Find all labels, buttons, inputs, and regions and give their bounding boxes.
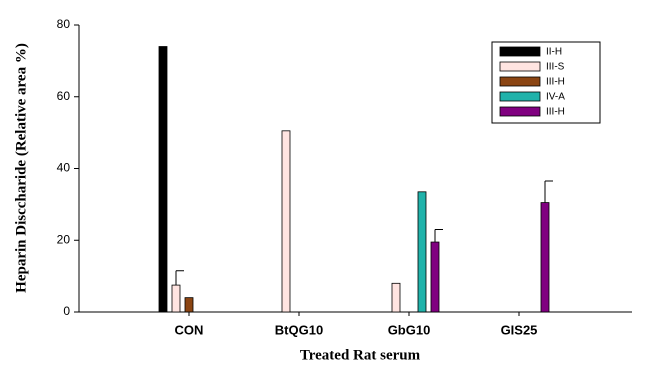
bar — [158, 46, 168, 313]
bar — [184, 297, 194, 313]
bar — [171, 284, 181, 313]
bar — [430, 241, 440, 313]
error-bar — [175, 270, 184, 286]
x-tick-label: BtQG10 — [275, 322, 323, 337]
legend-label: IV-A — [546, 92, 565, 103]
y-tick-label: 0 — [63, 304, 70, 318]
bar — [281, 130, 291, 313]
legend-label: III-H — [546, 107, 565, 118]
legend-label: II-H — [546, 47, 562, 58]
legend-swatch — [499, 106, 541, 117]
bar — [391, 282, 401, 313]
legend-swatch — [499, 91, 541, 102]
legend-swatch — [499, 46, 541, 57]
legend-swatch — [499, 61, 541, 72]
y-axis-title: Heparin Disccharide (Relative area %) — [13, 43, 29, 293]
y-tick-label: 40 — [57, 161, 71, 175]
x-tick-label: GbG10 — [388, 322, 431, 337]
y-tick-label: 60 — [57, 89, 71, 103]
error-bar — [544, 180, 553, 203]
legend-label: III-H — [546, 77, 565, 88]
error-bar — [434, 228, 443, 243]
legend-label: III-S — [546, 62, 565, 73]
bar — [540, 202, 550, 313]
x-axis-title: Treated Rat serum — [300, 347, 421, 363]
y-tick-label: 80 — [57, 17, 71, 31]
x-tick-label: CON — [175, 322, 204, 337]
legend-swatch — [499, 76, 541, 87]
x-tick-label: GIS25 — [501, 322, 538, 337]
y-tick-label: 20 — [57, 232, 71, 246]
bar — [417, 191, 427, 313]
